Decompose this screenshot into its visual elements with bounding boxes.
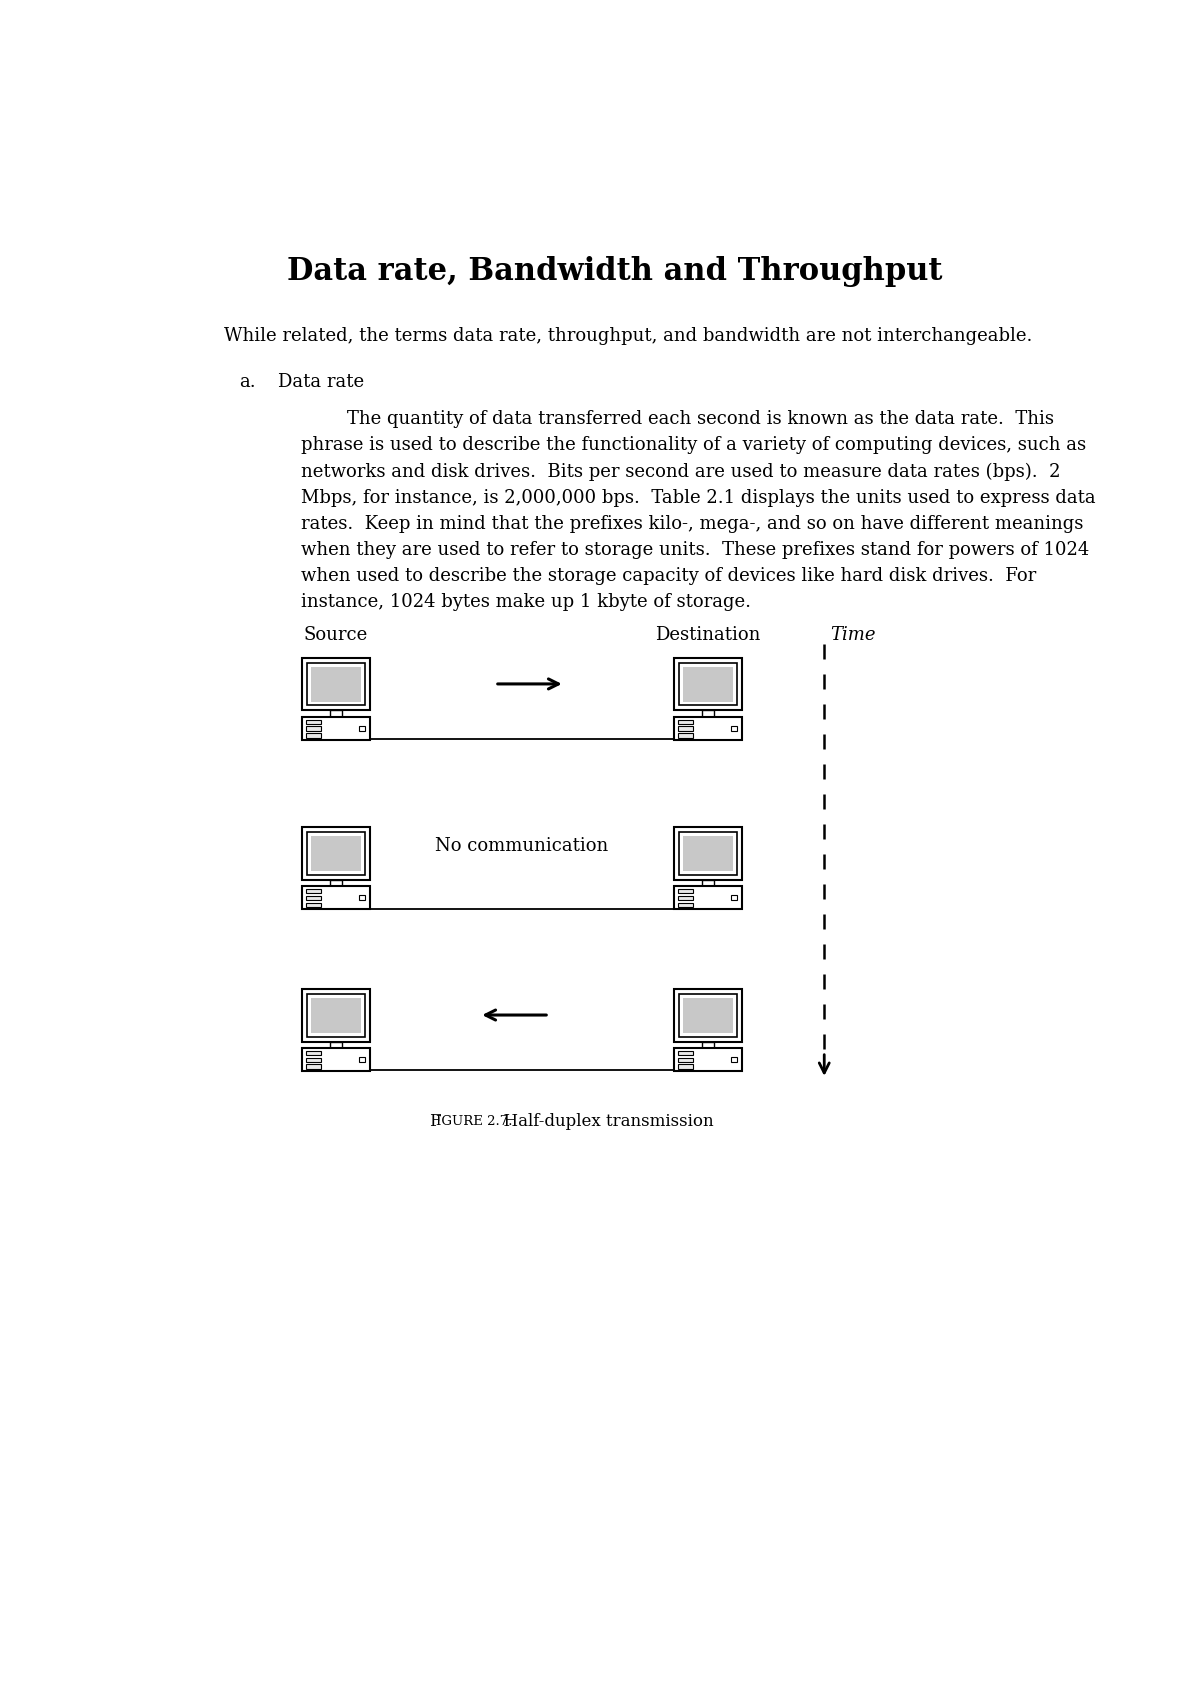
Bar xyxy=(330,1041,342,1048)
Bar xyxy=(674,886,742,910)
Bar xyxy=(678,1065,692,1068)
Bar xyxy=(311,667,361,701)
Text: While related, the terms data rate, throughput, and bandwidth are not interchang: While related, the terms data rate, thro… xyxy=(223,328,1032,345)
Text: phrase is used to describe the functionality of a variety of computing devices, : phrase is used to describe the functiona… xyxy=(301,436,1086,455)
Text: The quantity of data transferred each second is known as the data rate.  This: The quantity of data transferred each se… xyxy=(301,411,1054,428)
Bar xyxy=(678,890,692,893)
Bar xyxy=(702,710,714,717)
Bar xyxy=(674,717,742,740)
Bar xyxy=(311,998,361,1032)
Bar xyxy=(306,890,320,893)
Text: IGURE 2.7.: IGURE 2.7. xyxy=(436,1116,512,1127)
Text: when they are used to refer to storage units.  These prefixes stand for powers o: when they are used to refer to storage u… xyxy=(301,542,1090,559)
Bar xyxy=(311,835,361,871)
Bar xyxy=(679,832,737,874)
Bar xyxy=(307,662,365,705)
Bar xyxy=(306,903,320,907)
Bar xyxy=(678,734,692,737)
Bar xyxy=(302,886,370,910)
Text: No communication: No communication xyxy=(436,837,608,854)
Bar xyxy=(731,895,737,900)
Bar xyxy=(302,827,370,880)
Text: rates.  Keep in mind that the prefixes kilo-, mega-, and so on have different me: rates. Keep in mind that the prefixes ki… xyxy=(301,514,1084,533)
Bar xyxy=(306,720,320,723)
Bar xyxy=(683,835,733,871)
Text: Destination: Destination xyxy=(655,627,761,644)
Bar xyxy=(674,990,742,1041)
Bar xyxy=(678,897,692,900)
Bar xyxy=(731,1056,737,1063)
Bar xyxy=(302,717,370,740)
Bar xyxy=(306,734,320,737)
Text: when used to describe the storage capacity of devices like hard disk drives.  Fo: when used to describe the storage capaci… xyxy=(301,567,1037,586)
Bar xyxy=(306,1065,320,1068)
Bar xyxy=(330,880,342,886)
Bar xyxy=(679,993,737,1036)
Bar xyxy=(359,895,365,900)
Text: F: F xyxy=(430,1114,440,1131)
Bar xyxy=(702,880,714,886)
Bar xyxy=(678,1058,692,1061)
Bar xyxy=(678,1051,692,1054)
Text: Source: Source xyxy=(304,627,368,644)
Bar xyxy=(678,720,692,723)
Text: Half-duplex transmission: Half-duplex transmission xyxy=(492,1114,713,1131)
Bar xyxy=(683,998,733,1032)
Bar xyxy=(678,727,692,730)
Bar xyxy=(307,832,365,874)
Bar xyxy=(302,1048,370,1071)
Bar xyxy=(307,993,365,1036)
Bar xyxy=(359,725,365,732)
Bar xyxy=(679,662,737,705)
Text: Data rate, Bandwidth and Throughput: Data rate, Bandwidth and Throughput xyxy=(287,256,943,287)
Bar xyxy=(302,990,370,1041)
Text: networks and disk drives.  Bits per second are used to measure data rates (bps).: networks and disk drives. Bits per secon… xyxy=(301,462,1061,481)
Bar xyxy=(306,897,320,900)
Bar xyxy=(306,727,320,730)
Bar xyxy=(359,1056,365,1063)
Bar xyxy=(702,1041,714,1048)
Text: a.: a. xyxy=(239,374,256,391)
Text: Mbps, for instance, is 2,000,000 bps.  Table 2.1 displays the units used to expr: Mbps, for instance, is 2,000,000 bps. Ta… xyxy=(301,489,1096,506)
Bar xyxy=(678,903,692,907)
Bar xyxy=(674,1048,742,1071)
Text: instance, 1024 bytes make up 1 kbyte of storage.: instance, 1024 bytes make up 1 kbyte of … xyxy=(301,593,751,611)
Bar xyxy=(330,710,342,717)
Text: Time: Time xyxy=(830,627,876,644)
Bar xyxy=(306,1058,320,1061)
Text: Data rate: Data rate xyxy=(278,374,364,391)
Bar xyxy=(302,659,370,710)
Bar xyxy=(674,659,742,710)
Bar xyxy=(674,827,742,880)
Bar xyxy=(306,1051,320,1054)
Bar xyxy=(683,667,733,701)
Bar xyxy=(731,725,737,732)
